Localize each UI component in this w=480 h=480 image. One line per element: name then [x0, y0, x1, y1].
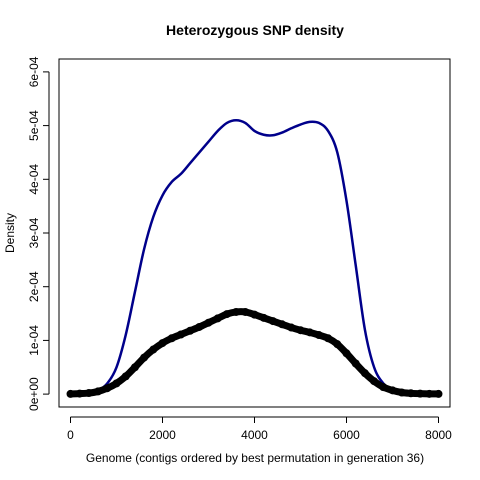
data-point [354, 264, 357, 267]
data-point [195, 322, 204, 331]
data-point [170, 181, 173, 183]
x-tick-label: 8000 [425, 428, 452, 442]
data-point [204, 318, 213, 327]
data-point [425, 389, 434, 398]
data-point [112, 379, 121, 388]
data-point [235, 119, 237, 122]
data-point [299, 123, 302, 126]
data-point [143, 248, 145, 250]
data-point [134, 291, 136, 293]
data-point [253, 130, 256, 132]
x-axis-label: Genome (contigs ordered by best permutat… [86, 451, 424, 465]
data-point [94, 387, 103, 396]
data-point [272, 134, 274, 137]
data-point [207, 140, 210, 143]
data-point [290, 127, 293, 130]
data-point [130, 363, 139, 372]
series-layer [66, 118, 443, 398]
data-point [189, 162, 191, 164]
data-point [84, 389, 93, 398]
x-tick-label: 6000 [333, 428, 360, 442]
data-point [106, 382, 109, 385]
y-tick-label: 4e-04 [27, 164, 41, 195]
data-point [333, 340, 342, 349]
data-point [241, 307, 250, 316]
data-point [406, 389, 415, 398]
data-point [222, 310, 231, 319]
y-axis: 0e+00 1e-04 2e-04 3e-04 4e-04 5e-04 6e-04 [27, 56, 50, 411]
data-point [121, 372, 130, 381]
data-point [278, 320, 287, 329]
data-point [167, 334, 176, 343]
data-point [373, 366, 375, 369]
data-point [158, 339, 167, 348]
data-point [296, 326, 305, 335]
chart-title: Heterozygous SNP density [166, 22, 344, 38]
data-point [318, 122, 320, 124]
data-point [351, 359, 360, 368]
data-point [434, 389, 443, 398]
data-point [216, 130, 219, 132]
data-point [388, 386, 397, 395]
data-point [66, 389, 75, 398]
data-point [161, 194, 164, 197]
plot-frame [58, 58, 451, 408]
data-point [213, 314, 222, 323]
data-point [336, 151, 339, 154]
data-point [140, 353, 149, 362]
data-point [287, 323, 296, 332]
data-point [152, 216, 155, 218]
data-point [149, 345, 158, 354]
data-point [308, 121, 311, 123]
data-point [115, 366, 118, 369]
data-point [262, 133, 265, 136]
data-point [244, 122, 247, 124]
x-tick-label: 4000 [241, 428, 268, 442]
data-point [324, 334, 333, 343]
data-point [364, 328, 366, 331]
y-tick-label: 6e-04 [27, 56, 41, 87]
y-tick-label: 3e-04 [27, 217, 41, 248]
data-point [416, 389, 425, 398]
data-point [226, 122, 228, 124]
data-point [198, 151, 201, 154]
y-axis-label: Density [3, 213, 17, 253]
data-point [379, 383, 388, 392]
data-point [103, 384, 112, 393]
data-point [124, 334, 127, 336]
data-point [281, 131, 283, 134]
y-tick-label: 5e-04 [27, 110, 41, 141]
data-point [342, 349, 351, 358]
data-point [176, 330, 185, 339]
data-point [180, 173, 182, 175]
data-point [397, 388, 406, 397]
x-tick-label: 0 [67, 428, 74, 442]
x-tick-label: 2000 [149, 428, 176, 442]
x-axis: 0 2000 4000 6000 8000 [67, 416, 452, 442]
data-point [345, 199, 348, 202]
data-point [75, 389, 84, 398]
data-point [314, 331, 323, 340]
data-point [268, 317, 277, 326]
data-point [305, 328, 314, 337]
data-point [327, 130, 329, 132]
y-tick-label: 0e+00 [27, 377, 41, 411]
data-point [259, 313, 268, 322]
data-point [370, 377, 379, 386]
data-point [360, 369, 369, 378]
y-tick-label: 1e-04 [27, 325, 41, 356]
y-tick-label: 2e-04 [27, 271, 41, 302]
series-line-1 [69, 118, 440, 396]
data-point [232, 307, 241, 316]
data-point [250, 310, 259, 319]
data-point [186, 326, 195, 335]
